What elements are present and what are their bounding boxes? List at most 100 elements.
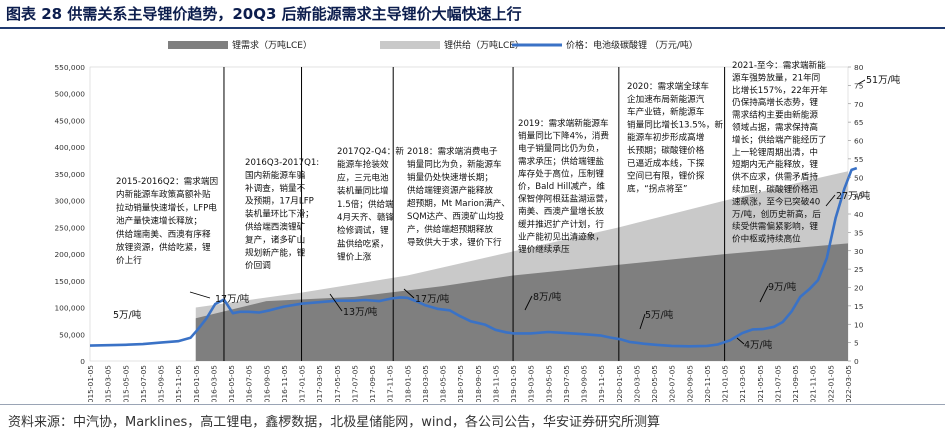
x-tick-label: 2021-11-05 <box>809 365 818 402</box>
annotation-2-line: 规划新产能，锂 <box>245 246 306 258</box>
annotation-7-line: 速飙涨，至今已突破40 <box>732 195 820 207</box>
label-leader-9 <box>825 194 836 207</box>
annotation-7-line: 续受供需偏紧影响，锂 <box>732 220 818 232</box>
price-labels-layer: 5万/吨 17万/吨 13万/吨 17万/吨 8万/吨 5万/吨 4万/吨 9万/吨 27万/吨… <box>113 74 901 351</box>
annotation-1-line: 供给端南美、西澳有序释 <box>116 228 211 240</box>
annotation-5-line: 缓并推迟扩产计划，行 <box>518 218 604 230</box>
annotation-5-line: 保智停阿根廷盐湖运营， <box>518 193 613 205</box>
right-tick-label: 0 <box>854 357 859 366</box>
annotation-7-line: 需求结构主要由新能源 <box>732 109 818 121</box>
annotation-7-line: 价中枢或持续高位 <box>732 233 801 245</box>
demand-area <box>195 243 848 361</box>
annotation-6-line: 车产业链，新能源车 <box>627 106 705 118</box>
annotation-2-line: 国内新能源车骗 <box>245 169 305 181</box>
annotation-7-line: 供不应求，供需矛盾持 <box>732 171 818 183</box>
legend-swatch-1 <box>168 41 228 49</box>
annotation-6-line: 销量同比增长13.5%，新 <box>627 118 723 130</box>
annotation-3-line: 锂价上涨 <box>337 251 372 263</box>
annotation-3-line: 检修调试，锂 <box>337 224 389 236</box>
x-tick-label: 2016-07-05 <box>245 365 254 402</box>
right-tick-label: 65 <box>854 118 864 127</box>
annotation-3-line: 盐供给吃紧， <box>337 237 389 249</box>
label-leader-4 <box>403 288 415 299</box>
legend-label-3: 价格：电池级碳酸锂 （万元/吨） <box>566 39 698 51</box>
x-tick-label: 2016-09-05 <box>262 365 271 402</box>
annotation-6-line: 企加速布局新能源汽 <box>627 93 705 105</box>
x-tick-label: 2021-09-05 <box>791 365 800 402</box>
x-tick-label: 2018-07-05 <box>456 365 465 402</box>
price-label-1: 5万/吨 <box>113 309 142 321</box>
annotation-7-line: 短期内无产能释放，锂 <box>732 158 818 170</box>
annotation-5-line: 销量同比下降4%，消费 <box>518 130 609 142</box>
left-tick-label: 400,000 <box>54 143 85 152</box>
x-tick-label: 2022-01-05 <box>826 365 835 402</box>
x-tick-label: 2022-03-05 <box>844 365 853 402</box>
left-tick-label: 100,000 <box>54 304 85 313</box>
x-tick-label: 2015-01-05 <box>86 365 95 402</box>
annotation-4-line: 供给端锂资源产能释放 <box>407 184 493 196</box>
x-tick-label: 2019-05-05 <box>544 365 553 402</box>
x-tick-label: 2016-01-05 <box>192 365 201 402</box>
annotation-5-line: 需求承压；供给端锂盐 <box>518 155 604 167</box>
annotation-5-title: 2019：需求端新能源车 <box>518 117 609 129</box>
x-tick-label: 2019-11-05 <box>597 365 606 402</box>
price-label-3: 13万/吨 <box>343 306 378 318</box>
label-leader-8 <box>759 285 769 303</box>
annotation-5-line: 南美、西澳产量增长放 <box>518 205 604 217</box>
price-label-5: 8万/吨 <box>533 291 562 303</box>
title-rule <box>0 27 945 29</box>
x-tick-label: 2016-05-05 <box>227 365 236 402</box>
annotation-1-line: 内新能源车政策高额补贴 <box>116 188 211 200</box>
annotation-5-line: 电子销量同比仍为负， <box>518 142 604 154</box>
right-tick-label: 10 <box>854 320 864 329</box>
x-tick-label: 2018-11-05 <box>491 365 500 402</box>
left-tick-label: 250,000 <box>54 223 85 232</box>
legend-swatch-2 <box>380 41 440 49</box>
label-leader-5 <box>524 295 533 311</box>
x-tick-label: 2020-11-05 <box>703 365 712 402</box>
x-tick-label: 2017-07-05 <box>350 365 359 402</box>
legend-label-2: 锂供给（万吨LCE） <box>444 39 524 51</box>
annotation-6-line: 长预期；碳酸锂价格 <box>627 144 705 156</box>
x-tick-label: 2017-01-05 <box>298 365 307 402</box>
x-tick-label: 2020-05-05 <box>650 365 659 402</box>
annotation-2-title: 2016Q3-2017Q1: <box>245 158 319 168</box>
x-tick-label: 2020-01-05 <box>615 365 624 402</box>
left-tick-label: 200,000 <box>54 250 85 259</box>
annotation-5-line: 价，Bald Hill减产，维 <box>518 180 605 192</box>
annotation-6-line: 能源车初步形成高增 <box>627 131 704 143</box>
x-tick-label: 2015-03-05 <box>104 365 113 402</box>
x-tick-label: 2015-05-05 <box>121 365 130 402</box>
x-tick-label: 2017-11-05 <box>386 365 395 402</box>
annotation-6-line: 已逼近成本线，下探 <box>627 157 705 169</box>
axes-layer: 0 50,000 100,000 150,000 200,000 250,000 300,0… <box>54 63 863 402</box>
left-tick-label: 500,000 <box>54 90 85 99</box>
label-leader-6 <box>639 313 646 330</box>
right-tick-label: 25 <box>854 265 864 274</box>
right-tick-label: 55 <box>854 155 864 164</box>
chart: 2015-2016Q2：需求端因内新能源车政策高额补贴拉动销量快速增长，LFP电… <box>54 39 901 402</box>
annotation-5-line: 锂价继续承压 <box>518 243 570 255</box>
x-tick-label: 2020-03-05 <box>632 365 641 402</box>
x-tick-label: 2015-07-05 <box>139 365 148 402</box>
right-tick-label: 5 <box>854 339 859 348</box>
annotation-6-line: 底，“拐点将至” <box>627 182 687 194</box>
right-tick-label: 50 <box>854 173 864 182</box>
chart-areas <box>195 171 848 361</box>
label-leader-2 <box>189 291 211 299</box>
x-tick-label: 2019-03-05 <box>527 365 536 402</box>
annotation-2-line: 及预期，17月LFP <box>245 196 314 207</box>
x-tick-label: 2016-11-05 <box>280 365 289 402</box>
figure-title: 图表 28 供需关系主导锂价趋势，20Q3 后新能源需求主导锂价大幅快速上行 <box>6 5 522 23</box>
x-tick-label: 2017-09-05 <box>368 365 377 402</box>
source-rule <box>0 404 945 405</box>
annotation-6-line: 空间已有限，锂价探 <box>627 170 705 182</box>
price-label-6: 5万/吨 <box>645 309 674 321</box>
x-tick-label: 2021-01-05 <box>721 365 730 402</box>
annotation-1-line: 放锂资源，供给吃紧，锂 <box>116 241 211 253</box>
x-tick-label: 2019-07-05 <box>562 365 571 402</box>
annotation-1-line: 拉动销量快速增长，LFP电 <box>116 201 217 213</box>
annotation-6-title: 2020：需求端全球车 <box>627 80 709 92</box>
x-tick-label: 2018-03-05 <box>421 365 430 402</box>
x-tick-label: 2018-09-05 <box>474 365 483 402</box>
